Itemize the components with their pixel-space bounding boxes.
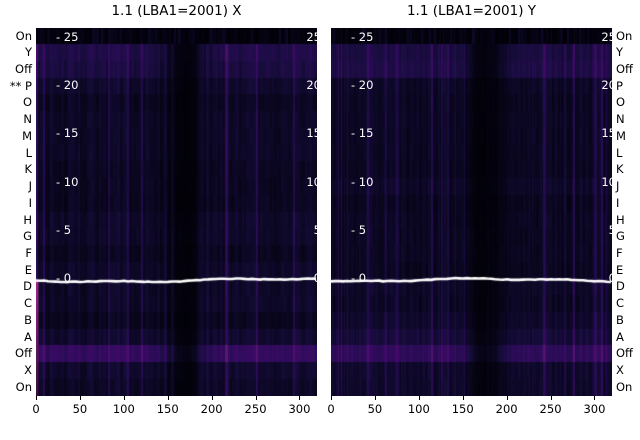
x-tick-50 xyxy=(79,396,81,400)
heatmap-canvas-y xyxy=(331,28,612,396)
y-category-left-10: I xyxy=(28,195,32,210)
y-category-left-19: Off xyxy=(15,346,32,361)
y-category-right-12: G xyxy=(616,229,625,244)
y-category-right-8: K xyxy=(616,162,624,177)
x-tick-label-50: 50 xyxy=(367,402,383,416)
y-category-right-14: E xyxy=(616,262,624,277)
x-tick-label-300: 300 xyxy=(583,402,606,416)
y-category-right-7: L xyxy=(616,145,623,160)
y-category-left-8: K xyxy=(24,162,32,177)
heatmap-canvas-x xyxy=(36,28,317,396)
y-category-left-6: M xyxy=(22,128,32,143)
y-category-left-3: ** P xyxy=(9,78,32,93)
x-tick-0 xyxy=(331,396,332,400)
y-category-right-11: H xyxy=(616,212,625,227)
x-tick-label-0: 0 xyxy=(327,402,335,416)
y-category-right-19: Off xyxy=(616,346,633,361)
x-tick-100 xyxy=(418,396,420,400)
y-category-left-20: X xyxy=(24,362,32,377)
y-category-right-10: I xyxy=(616,195,620,210)
panel-title-x: 1.1 (LBA1=2001) X xyxy=(111,3,242,19)
y-category-left-9: J xyxy=(28,179,32,194)
x-tick-label-100: 100 xyxy=(112,402,135,416)
y-category-left-21: On xyxy=(15,379,32,394)
y-category-left-11: H xyxy=(23,212,32,227)
y-category-left-15: D xyxy=(23,279,32,294)
x-tick-label-0: 0 xyxy=(32,402,40,416)
x-tick-150 xyxy=(167,396,169,400)
y-axis-categories-right: On Y Off P O N M L K J I H G F E D C B A Off X On xyxy=(614,28,640,396)
y-category-right-6: M xyxy=(616,128,626,143)
y-category-left-18: A xyxy=(24,329,32,344)
x-tick-label-150: 150 xyxy=(156,402,179,416)
y-category-right-9: J xyxy=(616,179,620,194)
x-tick-200 xyxy=(506,396,508,400)
y-category-right-15: D xyxy=(616,279,625,294)
panel-title-y: 1.1 (LBA1=2001) Y xyxy=(406,3,537,19)
y-category-right-13: F xyxy=(616,245,623,260)
y-category-left-16: C xyxy=(23,296,32,311)
x-tick-50 xyxy=(374,396,376,400)
y-category-left-0: On xyxy=(15,28,32,43)
y-category-right-16: C xyxy=(616,296,625,311)
y-category-left-13: F xyxy=(25,245,32,260)
x-tick-label-200: 200 xyxy=(495,402,518,416)
x-tick-150 xyxy=(462,396,464,400)
x-tick-250 xyxy=(550,396,552,400)
x-tick-0 xyxy=(36,396,37,400)
y-category-left-7: L xyxy=(25,145,32,160)
x-tick-100 xyxy=(123,396,125,400)
x-tick-300 xyxy=(299,396,301,400)
y-category-left-5: N xyxy=(23,112,32,127)
x-tick-label-250: 250 xyxy=(539,402,562,416)
y-category-right-17: B xyxy=(616,312,624,327)
y-category-left-1: Y xyxy=(24,45,32,60)
y-axis-categories-left: On Y Off ** P O N M L K J I H G F E D C B A Off X On xyxy=(0,28,34,396)
y-category-right-20: X xyxy=(616,362,624,377)
x-tick-250 xyxy=(255,396,257,400)
y-category-right-0: On xyxy=(616,28,633,43)
y-category-right-4: O xyxy=(616,95,626,110)
x-tick-300 xyxy=(594,396,596,400)
x-tick-label-300: 300 xyxy=(288,402,311,416)
y-category-left-12: G xyxy=(23,229,32,244)
y-category-right-21: On xyxy=(616,379,633,394)
x-tick-label-250: 250 xyxy=(244,402,267,416)
x-tick-label-200: 200 xyxy=(200,402,223,416)
y-category-right-2: Off xyxy=(616,62,633,77)
heatmap-panel-x[interactable]: - 2525- 2020- 1515- 1010- 55- 00 xyxy=(36,28,317,396)
x-axis-right: 0 50 100 150 200 250 300 xyxy=(327,396,612,436)
y-category-right-1: Y xyxy=(616,45,624,60)
y-category-right-5: N xyxy=(616,112,625,127)
x-tick-label-150: 150 xyxy=(451,402,474,416)
x-tick-label-100: 100 xyxy=(407,402,430,416)
y-category-left-14: E xyxy=(24,262,32,277)
x-tick-label-50: 50 xyxy=(72,402,88,416)
x-axis-left: 0 50 100 150 200 250 300 xyxy=(32,396,317,436)
y-category-right-3: P xyxy=(616,78,623,93)
y-category-left-4: O xyxy=(22,95,32,110)
y-category-right-18: A xyxy=(616,329,624,344)
y-category-left-17: B xyxy=(24,312,32,327)
y-category-left-2: Off xyxy=(15,62,32,77)
heatmap-panel-y[interactable]: - 2525- 2020- 1515- 1010- 55- 00 xyxy=(331,28,612,396)
x-tick-200 xyxy=(211,396,213,400)
